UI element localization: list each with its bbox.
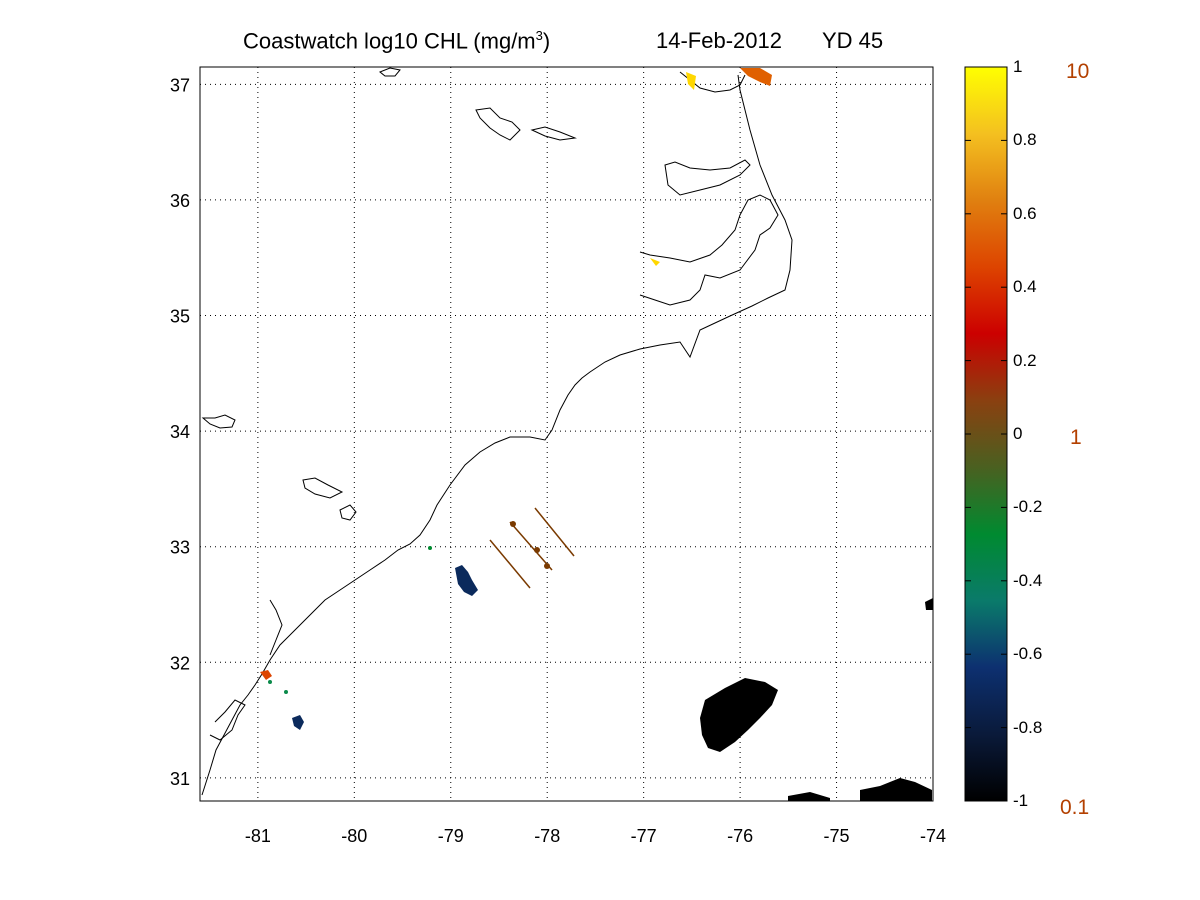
x-tick-label: -81 [245,826,271,846]
y-tick-label: 34 [170,422,190,442]
title-yearday: YD 45 [822,28,884,53]
colorbar-label-middle: 1 [1070,426,1082,449]
chl-patch-yellow [650,258,660,266]
track-line-3 [534,507,575,557]
colorbar-tick-marks [965,66,1007,802]
map-title: Coastwatch log10 CHL (mg/m3) [243,28,550,54]
coastline [201,67,793,796]
coastline-inland-lake-2 [530,126,577,141]
y-tick-label: 31 [170,769,190,789]
coastline-inland-lake-6 [339,504,357,521]
colorbar-value-label: 1 [1013,57,1023,76]
track-marker [510,521,516,527]
x-tick-label: -74 [920,826,946,846]
coastline-savannah-estuary [209,699,246,741]
x-tick-label: -78 [534,826,560,846]
chl-patch-yellow [686,72,696,90]
colorbar-value-label: 0.2 [1013,350,1037,370]
colorbar-value-label: -1 [1013,791,1029,810]
chl-patch-orange [260,670,272,680]
track-line-1 [489,539,531,589]
chl-patch-black [788,792,830,801]
chl-patch-black [860,778,932,801]
map-frame [199,66,934,802]
track-marker [534,547,540,553]
y-tick-label: 32 [170,653,190,673]
x-tick-label: -80 [341,826,367,846]
chl-patch-orange [740,68,772,86]
x-tick-label: -75 [824,826,850,846]
track-line-2 [509,521,553,571]
track-marker [544,563,550,569]
x-axis-ticks: -81 -80 -79 -78 -77 -76 -75 -74 [245,826,946,846]
colorbar-value-label: -0.8 [1013,717,1043,737]
coastline-inland-lake-7 [269,599,283,656]
colorbar-label-top: 10 [1066,60,1090,83]
y-tick-label: 33 [170,538,190,558]
colorbar-value-label: 0 [1013,424,1023,443]
coastline-inland-lake-1 [475,107,521,141]
colorbar-value-label: 0.4 [1013,277,1037,297]
chl-patch-navy [455,565,478,596]
coastline-inland-lake-5 [302,477,344,499]
colorbar-value-label: 0.6 [1013,203,1037,223]
chl-patch-green [284,690,288,694]
colorbar [964,66,1008,802]
track-markers [510,521,550,569]
chl-patch-black [925,598,933,610]
coastline-albemarle-sound [664,159,751,196]
title-date: 14-Feb-2012 [656,28,782,53]
track-lines [489,507,575,589]
colorbar-label-bottom: 0.1 [1060,796,1090,819]
x-tick-label: -76 [727,826,753,846]
chl-patch-navy [292,715,304,730]
colorbar-value-label: 0.8 [1013,130,1037,150]
coastline-pamlico-sound [639,194,779,306]
y-axis-ticks: 37 36 35 34 33 32 31 [170,75,190,789]
chl-patches [260,68,933,801]
chl-patch-green [268,680,272,684]
x-tick-label: -77 [631,826,657,846]
chl-patch-green [428,546,432,550]
colorbar-value-label: -0.2 [1013,497,1043,517]
colorbar-value-label: -0.6 [1013,644,1043,664]
x-tick-label: -79 [438,826,464,846]
title-close: ) [542,28,551,54]
coastline-inland-lake-3 [379,67,401,77]
y-tick-label: 36 [170,191,190,211]
map-grid [200,67,934,801]
y-tick-label: 35 [170,307,190,327]
title-superscript: 3 [535,28,543,43]
y-tick-label: 37 [170,75,190,95]
title-main: Coastwatch log10 CHL (mg/m [243,28,536,54]
chl-patch-black [700,678,778,752]
coastline-mainland [201,74,793,796]
coastline-inland-lake-4 [201,414,236,429]
colorbar-value-label: -0.4 [1013,570,1043,590]
